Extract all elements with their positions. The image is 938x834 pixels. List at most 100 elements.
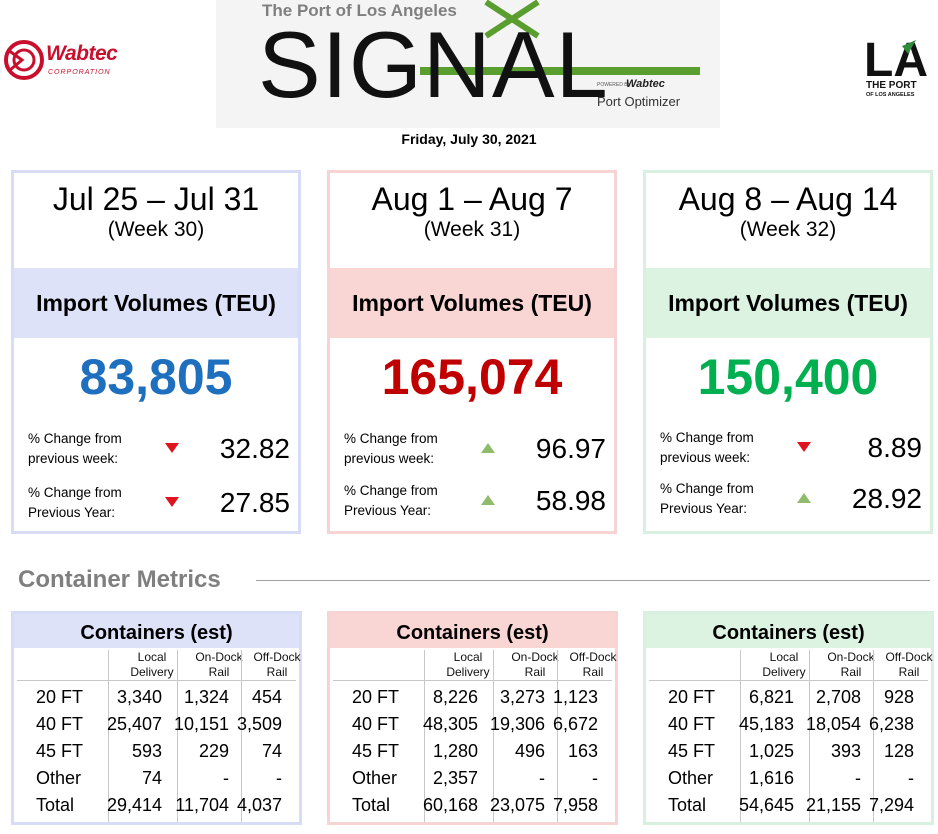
containers-table-week-32: Containers (est) Local Delivery On-Dock Rail… bbox=[643, 611, 934, 825]
change-value: 58.98 bbox=[535, 485, 606, 516]
import-volume-value: 150,400 bbox=[697, 349, 879, 405]
table-cell: 19,306 bbox=[489, 714, 545, 734]
column-header: On-Dock Rail bbox=[195, 650, 243, 679]
row-label: Total bbox=[352, 795, 391, 815]
change-row-year: % Change from Previous Year: 27.85 bbox=[28, 483, 290, 525]
table-cell: 229 bbox=[198, 741, 229, 761]
table-header-divider bbox=[649, 680, 928, 681]
table-cell: - bbox=[223, 768, 229, 788]
column-header: Local Delivery bbox=[130, 650, 174, 679]
table-column-divider bbox=[740, 650, 741, 822]
week-number: (Week 31) bbox=[423, 218, 521, 241]
table-cell: 928 bbox=[883, 687, 914, 707]
table-row: 20 FT 3,340 1,324 454 bbox=[14, 684, 299, 711]
row-label: 20 FT bbox=[36, 687, 84, 707]
table-cell: 10,151 bbox=[173, 714, 229, 734]
week-number: (Week 32) bbox=[739, 218, 837, 241]
table-cell: 6,821 bbox=[748, 687, 794, 707]
week-card-header: Jul 25 – Jul 31 (Week 30) bbox=[14, 173, 298, 268]
table-cell: 25,407 bbox=[106, 714, 162, 734]
change-label: % Change from Previous Year: bbox=[660, 481, 754, 516]
section-divider bbox=[256, 580, 930, 581]
row-label: Other bbox=[668, 768, 714, 788]
table-cell: 48,305 bbox=[422, 714, 478, 734]
row-label: Total bbox=[668, 795, 707, 815]
row-label: Total bbox=[36, 795, 75, 815]
table-row: 40 FT 25,407 10,151 3,509 bbox=[14, 711, 299, 738]
table-cell: 23,075 bbox=[489, 795, 545, 815]
change-label: % Change from previous week: bbox=[344, 431, 438, 466]
table-cell: 45,183 bbox=[738, 714, 794, 734]
change-row-year: % Change from Previous Year: 28.92 bbox=[660, 479, 922, 521]
table-cell: - bbox=[539, 768, 545, 788]
la-logo-line1: THE PORT bbox=[866, 80, 917, 91]
wabtec-wordmark: Wabtec bbox=[46, 42, 118, 65]
table-column-divider bbox=[557, 650, 558, 822]
table-cell: 7,294 bbox=[868, 795, 914, 815]
row-label: Other bbox=[352, 768, 398, 788]
table-cell: 454 bbox=[251, 687, 282, 707]
table-column-divider bbox=[241, 650, 242, 822]
table-cell: 3,340 bbox=[116, 687, 162, 707]
table-row: Other 2,357 - - bbox=[330, 765, 615, 792]
signal-accent-icon bbox=[420, 0, 700, 75]
table-cell: 3,273 bbox=[499, 687, 545, 707]
table-header-divider bbox=[333, 680, 612, 681]
row-label: 40 FT bbox=[668, 714, 716, 734]
table-cell: 1,123 bbox=[552, 687, 598, 707]
table-cell: 593 bbox=[131, 741, 162, 761]
table-row: Total 60,168 23,075 7,958 bbox=[330, 792, 615, 819]
containers-table-week-30: Containers (est) Local Delivery On-Dock Rail… bbox=[11, 611, 302, 825]
table-row: Total 54,645 21,155 7,294 bbox=[646, 792, 931, 819]
table-cell: 1,280 bbox=[432, 741, 478, 761]
change-label: % Change from previous week: bbox=[660, 430, 754, 465]
table-row: Other 74 - - bbox=[14, 765, 299, 792]
import-volume-value: 165,074 bbox=[381, 349, 563, 405]
week-range: Aug 8 – Aug 14 bbox=[678, 181, 898, 217]
table-cell: 2,357 bbox=[432, 768, 478, 788]
signal-title: SIGNAL bbox=[258, 12, 609, 117]
row-label: Other bbox=[36, 768, 82, 788]
row-label: 45 FT bbox=[668, 741, 716, 761]
table-cell: 74 bbox=[261, 741, 282, 761]
up-arrow-icon bbox=[481, 495, 495, 505]
week-number: (Week 30) bbox=[107, 218, 205, 241]
powered-by-brand: Wabtec bbox=[626, 78, 665, 90]
change-row-week: % Change from previous week: 32.82 bbox=[28, 429, 290, 471]
table-cell: 6,238 bbox=[868, 714, 914, 734]
column-header: Local Delivery bbox=[762, 650, 806, 679]
table-row: Total 29,414 11,704 4,037 bbox=[14, 792, 299, 819]
week-card-30: Jul 25 – Jul 31 (Week 30) Import Volumes… bbox=[11, 170, 301, 534]
row-label: 20 FT bbox=[352, 687, 400, 707]
change-label: % Change from Previous Year: bbox=[344, 483, 438, 518]
metric-label: Import Volumes (TEU) bbox=[646, 268, 930, 338]
import-volume-value: 83,805 bbox=[79, 349, 233, 405]
up-arrow-icon bbox=[481, 443, 495, 453]
table-cell: 4,037 bbox=[236, 795, 282, 815]
row-label: 40 FT bbox=[36, 714, 84, 734]
table-row: Other 1,616 - - bbox=[646, 765, 931, 792]
table-cell: 6,672 bbox=[552, 714, 598, 734]
wabtec-logo-icon bbox=[4, 40, 44, 80]
table-title: Containers (est) bbox=[330, 614, 615, 648]
change-value: 8.89 bbox=[867, 432, 923, 463]
report-date: Friday, July 30, 2021 bbox=[401, 131, 537, 147]
table-row: 45 FT 593 229 74 bbox=[14, 738, 299, 765]
table-cell: 54,645 bbox=[738, 795, 794, 815]
change-row-week: % Change from previous week: 8.89 bbox=[660, 428, 922, 470]
table-cell: 1,324 bbox=[183, 687, 229, 707]
week-card-31: Aug 1 – Aug 7 (Week 31) Import Volumes (… bbox=[327, 170, 617, 534]
table-cell: 163 bbox=[567, 741, 598, 761]
column-header: On-Dock Rail bbox=[511, 650, 559, 679]
table-title: Containers (est) bbox=[14, 614, 299, 648]
column-header: Local Delivery bbox=[446, 650, 490, 679]
port-of-la-logo-icon: LA bbox=[864, 34, 928, 87]
table-column-divider bbox=[424, 650, 425, 822]
table-cell: 60,168 bbox=[422, 795, 478, 815]
table-cell: 8,226 bbox=[432, 687, 478, 707]
la-mark: LA bbox=[864, 34, 928, 87]
table-cell: - bbox=[908, 768, 914, 788]
row-label: 45 FT bbox=[36, 741, 84, 761]
signal-subtitle: The Port of Los Angeles bbox=[262, 1, 457, 20]
table-cell: 74 bbox=[141, 768, 162, 788]
